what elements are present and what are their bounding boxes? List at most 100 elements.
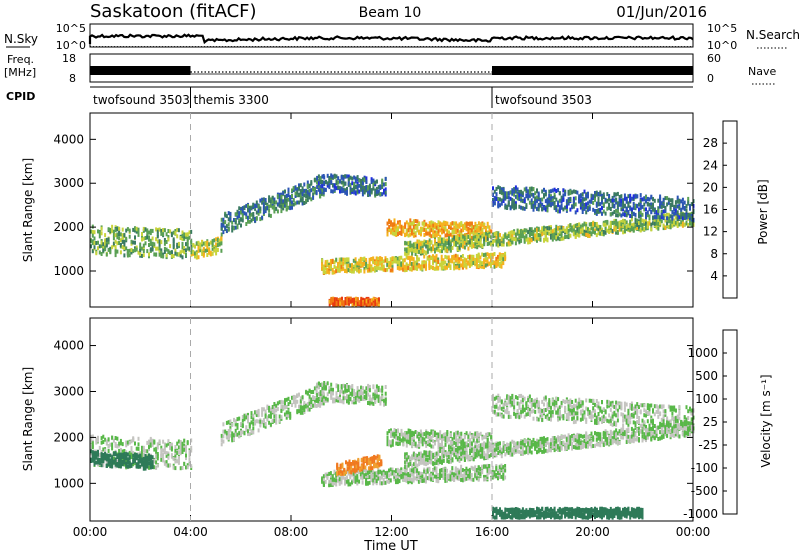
range-cell [243,431,246,436]
range-cell [90,446,92,451]
range-cell [220,442,223,447]
range-cell [379,192,382,196]
range-cell [453,225,456,230]
range-cell [354,176,357,181]
range-cell [636,223,639,227]
range-cell [479,255,482,260]
range-cell [351,302,354,307]
range-cell [669,223,672,228]
range-cell [305,390,308,395]
range-cell [114,253,117,258]
range-cell [97,460,99,465]
range-cell [119,441,122,446]
range-cell [449,246,452,251]
range-cell [428,221,431,226]
range-cell [391,258,394,263]
y-tick-label: 1000 [53,264,84,278]
range-cell [574,230,577,235]
range-cell [384,399,387,404]
range-cell [255,202,258,207]
range-cell [287,187,290,192]
range-cell [616,209,619,214]
range-cell [557,236,560,241]
range-cell [245,415,248,420]
range-cell [398,263,401,268]
range-cell [301,186,304,191]
range-cell [162,232,165,237]
range-cell [518,204,521,209]
range-cell [130,439,133,444]
range-cell [225,420,228,425]
range-cell [539,233,542,238]
range-cell [625,206,628,211]
range-cell [287,197,290,202]
range-cell [411,243,414,248]
range-cell [680,199,683,204]
range-cell [91,230,94,234]
range-cell [169,250,172,255]
range-cell [346,394,348,399]
range-cell [532,207,535,212]
range-cell [525,189,528,194]
range-cell [687,196,690,201]
range-cell [634,212,637,217]
range-cell [262,206,265,211]
range-cell [139,454,142,459]
range-cell [374,389,377,394]
range-cell [149,462,152,467]
range-cell [146,440,149,445]
range-cell [405,241,408,246]
range-cell [495,186,498,191]
range-cell [546,226,549,231]
range-cell [472,261,475,265]
range-cell [477,241,480,246]
range-cell [424,266,427,271]
range-cell [674,220,677,225]
range-cell [155,447,158,452]
range-cell [495,263,498,268]
range-cell [358,178,361,183]
range-cell [479,238,482,243]
range-cell [629,206,632,211]
range-cell [342,188,345,193]
range-cell [411,231,414,236]
range-cell [455,221,458,226]
range-cell [398,441,401,446]
range-cell [116,463,119,468]
range-cell [574,189,577,194]
range-cell [361,391,364,396]
range-cell [652,197,654,202]
range-cell [299,408,302,413]
range-cell [312,187,315,192]
range-cell [190,438,193,443]
range-cell [421,226,424,231]
range-cell [102,455,105,460]
range-cell [470,254,473,259]
range-cell [372,296,375,301]
range-cell [202,241,205,246]
range-cell [383,398,385,403]
range-cell [374,180,377,185]
range-cell [185,445,187,449]
range-cell [177,252,180,257]
range-cell [423,261,426,266]
range-cell [165,463,168,468]
range-cell [208,248,211,253]
range-cell [299,189,302,194]
range-cell [615,208,618,213]
range-cell [176,242,179,247]
range-cell [620,202,623,207]
range-cell [335,186,338,191]
range-cell [541,189,544,194]
range-cell [481,261,484,266]
range-cell [576,190,579,195]
range-cell [179,253,182,258]
range-cell [667,212,670,217]
range-cell [448,225,450,229]
range-cell [104,240,107,244]
range-cell [112,456,115,461]
range-cell [386,258,389,262]
range-cell [112,241,115,246]
range-cell [476,245,479,250]
range-cell [356,175,359,180]
